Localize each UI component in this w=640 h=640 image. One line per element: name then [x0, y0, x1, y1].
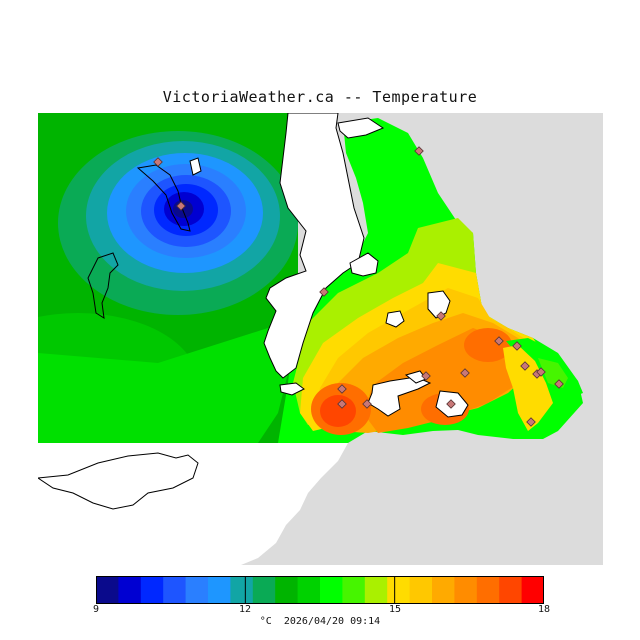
legend-swatch — [409, 576, 433, 604]
station-marker[interactable] — [337, 384, 347, 394]
legend-swatch — [297, 576, 321, 604]
legend-outline — [96, 576, 544, 604]
legend-swatch — [230, 576, 254, 604]
station-marker[interactable] — [526, 417, 536, 427]
color-legend — [96, 576, 544, 604]
legend-tick-label: 18 — [537, 604, 551, 615]
legend-swatch — [499, 576, 523, 604]
timestamp: 2026/04/20 09:14 — [283, 616, 381, 627]
coastline-islands — [87, 113, 469, 418]
station-marker[interactable] — [494, 336, 504, 346]
water-south-strait — [38, 443, 348, 565]
legend-tick-label: 12 — [238, 604, 252, 615]
coastline-south — [38, 452, 199, 510]
station-marker[interactable] — [153, 157, 163, 167]
station-marker[interactable] — [176, 201, 186, 211]
temperature-map[interactable] — [38, 113, 603, 565]
legend-swatch — [387, 576, 411, 604]
legend-swatch — [208, 576, 231, 604]
station-marker[interactable] — [421, 371, 431, 381]
legend-swatch — [454, 576, 478, 604]
station-marker[interactable] — [414, 146, 424, 156]
legend-swatch — [96, 576, 119, 604]
station-marker[interactable] — [436, 311, 446, 321]
station-marker[interactable] — [446, 399, 456, 409]
legend-swatch — [521, 576, 544, 604]
legend-swatch — [252, 576, 276, 604]
station-marker[interactable] — [512, 341, 522, 351]
station-marker[interactable] — [554, 379, 564, 389]
legend-unit: °C — [259, 616, 272, 627]
legend-swatch — [364, 576, 388, 604]
legend-tick-label: 15 — [388, 604, 402, 615]
legend-swatch — [432, 576, 455, 604]
legend-swatch — [185, 576, 209, 604]
map-title: VictoriaWeather.ca -- Temperature — [162, 88, 478, 106]
station-marker[interactable] — [520, 361, 530, 371]
legend-swatch — [342, 576, 366, 604]
legend-tick-label: 9 — [92, 604, 100, 615]
station-marker[interactable] — [536, 367, 546, 377]
legend-swatch — [118, 576, 142, 604]
legend-swatch — [275, 576, 299, 604]
legend-swatch — [140, 576, 164, 604]
legend-swatch — [163, 576, 187, 604]
station-marker[interactable] — [460, 368, 470, 378]
station-marker[interactable] — [319, 287, 329, 297]
legend-swatch — [476, 576, 500, 604]
legend-footer: °C 2026/04/20 09:14 — [0, 616, 640, 627]
station-markers — [153, 146, 564, 427]
contour-west — [38, 113, 298, 453]
legend-swatch — [320, 576, 343, 604]
station-marker[interactable] — [337, 399, 347, 409]
station-marker[interactable] — [362, 399, 372, 409]
